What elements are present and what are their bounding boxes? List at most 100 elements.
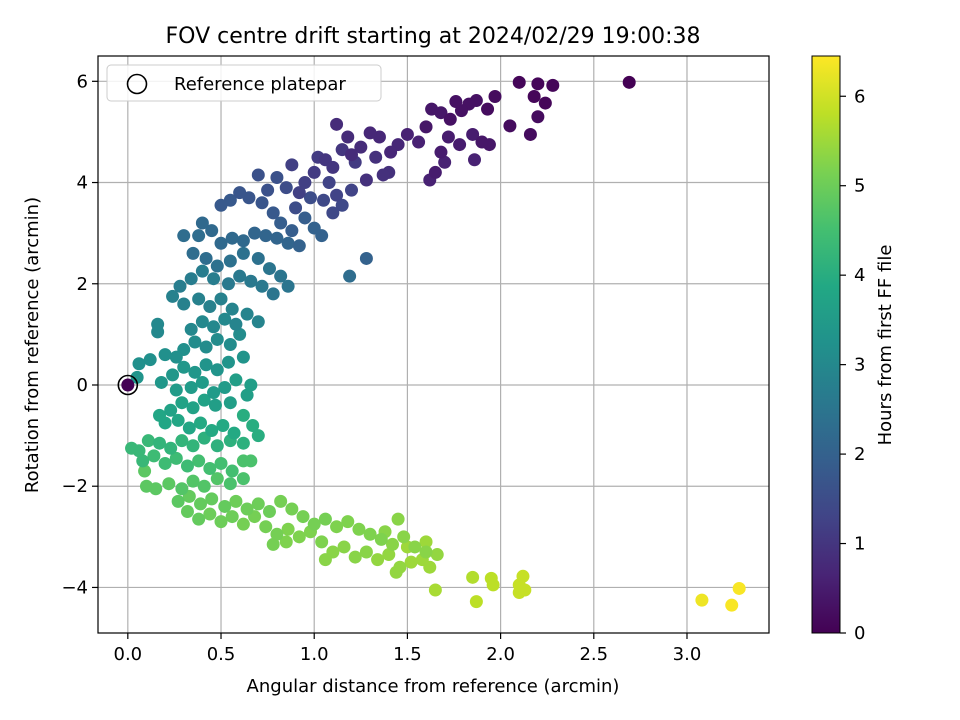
data-point (481, 102, 495, 116)
data-point (337, 540, 351, 554)
colorbar-tick-label: 6 (854, 86, 865, 107)
data-point (169, 350, 183, 364)
y-tick-label: −2 (61, 476, 88, 497)
data-point (192, 454, 206, 468)
data-point (285, 158, 299, 172)
data-point (186, 474, 200, 488)
data-point (251, 168, 265, 182)
data-point (186, 439, 200, 453)
data-point (158, 348, 172, 362)
data-point (469, 595, 483, 609)
data-point (449, 95, 463, 109)
data-point (153, 436, 167, 450)
data-point (289, 201, 303, 215)
data-point (158, 416, 172, 430)
data-point (318, 512, 332, 526)
legend-label: Reference platepar (174, 74, 346, 95)
data-point (315, 229, 329, 243)
data-point (240, 307, 254, 321)
data-point (369, 150, 383, 164)
data-point (428, 583, 442, 597)
data-point (225, 302, 239, 316)
data-point (468, 153, 482, 167)
data-point (251, 251, 265, 265)
data-point (221, 355, 235, 369)
data-point (475, 135, 489, 149)
data-point (466, 570, 480, 584)
data-point (166, 289, 180, 303)
data-point (389, 565, 403, 579)
data-point (218, 381, 232, 395)
data-point (210, 332, 224, 346)
data-point (214, 456, 228, 470)
data-point (516, 569, 530, 583)
data-point (192, 292, 206, 306)
data-point (210, 259, 224, 273)
data-point (261, 183, 275, 197)
data-point (233, 269, 247, 283)
data-point (188, 335, 202, 349)
data-point (298, 211, 312, 225)
data-point (419, 545, 433, 559)
data-point (218, 499, 232, 513)
data-point (233, 186, 247, 200)
data-point (266, 287, 280, 301)
data-point (162, 477, 176, 491)
data-point (622, 75, 636, 89)
data-point (195, 315, 209, 329)
data-point (197, 393, 211, 407)
data-point (397, 530, 411, 544)
data-point (434, 145, 448, 159)
data-point (438, 155, 452, 169)
chart-title: FOV centre drift starting at 2024/02/29 … (166, 24, 701, 49)
data-point (240, 502, 254, 516)
data-point (240, 388, 254, 402)
data-point (229, 317, 243, 331)
data-point (194, 497, 208, 511)
reference-platepar-marker (117, 374, 139, 396)
legend-box (106, 64, 382, 102)
data-point (147, 449, 161, 463)
data-point (266, 206, 280, 220)
x-tick-label: 1.0 (300, 644, 329, 665)
x-tick-label: 3.0 (673, 644, 702, 665)
data-point (384, 145, 398, 159)
data-point (317, 193, 331, 207)
y-tick-label: 4 (77, 173, 88, 194)
data-point (352, 522, 366, 536)
data-point (330, 188, 344, 202)
data-point (419, 535, 433, 549)
data-point (225, 510, 239, 524)
data-point (330, 117, 344, 131)
data-point (274, 269, 288, 283)
data-point (136, 454, 150, 468)
data-point (177, 297, 191, 311)
data-point (195, 264, 209, 278)
data-point (194, 416, 208, 430)
data-point (259, 229, 273, 243)
data-point (695, 593, 709, 607)
data-point (732, 581, 746, 595)
data-point (121, 378, 135, 392)
data-point (531, 110, 545, 124)
data-point (343, 269, 357, 283)
data-point (236, 436, 250, 450)
data-point (359, 251, 373, 265)
data-point (207, 320, 221, 334)
data-point (203, 300, 217, 314)
data-point (503, 119, 517, 133)
x-tick-label: 1.5 (393, 644, 422, 665)
colorbar-tick-label: 5 (854, 176, 865, 197)
data-point (184, 322, 198, 336)
colorbar-tick-label: 1 (854, 534, 865, 555)
data-point (244, 378, 258, 392)
data-point (441, 130, 455, 144)
data-point (518, 583, 532, 597)
data-point (236, 408, 250, 422)
data-point (279, 181, 293, 195)
data-point (251, 315, 265, 329)
colorbar: 0 1 2 3 4 5 6 Hours from first FF file (811, 55, 896, 644)
data-point (138, 464, 152, 478)
data-point (125, 441, 139, 455)
